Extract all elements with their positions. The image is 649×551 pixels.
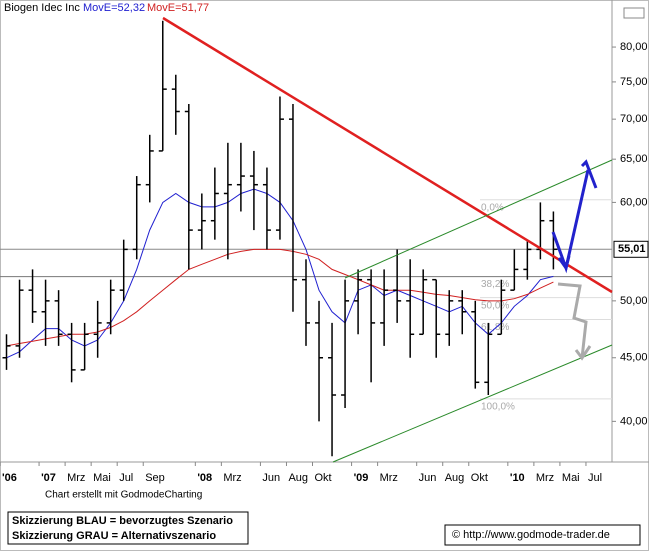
x-tick-label: '07 xyxy=(41,472,56,484)
x-tick-label: Mai xyxy=(562,472,580,484)
y-tick-label: 75,00 xyxy=(620,76,648,88)
note-box xyxy=(7,511,249,545)
x-tick-label: '09 xyxy=(354,472,369,484)
fib-label: 100,0% xyxy=(481,402,515,413)
blue-arrow-head xyxy=(580,159,598,189)
channel-line xyxy=(332,344,613,463)
y-tick-label: 50,00 xyxy=(620,295,648,307)
note: Skizzierung GRAU = Alternativszenario xyxy=(12,530,216,542)
last-value-box xyxy=(613,240,649,258)
y-tick-label: 70,00 xyxy=(620,113,648,125)
x-tick-label: Jul xyxy=(588,472,602,484)
x-tick-label: Okt xyxy=(315,472,332,484)
x-tick-label: '06 xyxy=(2,472,17,484)
x-tick-label: Mrz xyxy=(67,472,85,484)
x-tick-label: Okt xyxy=(471,472,488,484)
channel-line xyxy=(344,159,613,279)
source: © http://www.godmode-trader.de xyxy=(452,529,610,541)
grey-arrow xyxy=(557,282,588,359)
x-tick-label: '08 xyxy=(197,472,212,484)
legend-entry: MovE=51,77 xyxy=(147,2,209,14)
legend-entry: MovE=52,32 xyxy=(83,2,145,14)
x-tick-label: Jun xyxy=(262,472,280,484)
y-tick-label: 65,00 xyxy=(620,153,648,165)
y-tick-label: 45,00 xyxy=(620,352,648,364)
note: Skizzierung BLAU = bevorzugtes Szenario xyxy=(12,515,233,527)
marks xyxy=(2,20,558,457)
x-tick-label: Mrz xyxy=(380,472,398,484)
grey-arrow-head xyxy=(574,345,592,361)
x-tick-label: Mai xyxy=(93,472,111,484)
y-tick-label: 40,00 xyxy=(620,415,648,427)
blue-arrow-head xyxy=(557,255,571,272)
trend-line xyxy=(162,16,613,294)
fib-label: 0,0% xyxy=(481,202,504,213)
x-tick-label: Jul xyxy=(119,472,133,484)
credit: Chart erstellt mit GodmodeCharting xyxy=(45,490,202,501)
x-tick-label: Mrz xyxy=(536,472,554,484)
x-tick-label: Sep xyxy=(145,472,165,484)
x-tick-label: Jun xyxy=(419,472,437,484)
chart-title: Biogen Idec Inc xyxy=(4,2,80,14)
corner-icon xyxy=(623,7,645,19)
x-tick-label: Aug xyxy=(288,472,308,484)
x-tick-label: Aug xyxy=(445,472,465,484)
x-tick-label: '10 xyxy=(510,472,525,484)
source-box xyxy=(444,524,641,546)
fib-label: 38,2% xyxy=(481,279,509,290)
y-tick-label: 80,00 xyxy=(620,41,648,53)
fib-label: 50,0% xyxy=(481,300,509,311)
last-value-label: 55,01 xyxy=(618,243,646,255)
x-tick-label: Mrz xyxy=(223,472,241,484)
y-tick-label: 60,00 xyxy=(620,196,648,208)
